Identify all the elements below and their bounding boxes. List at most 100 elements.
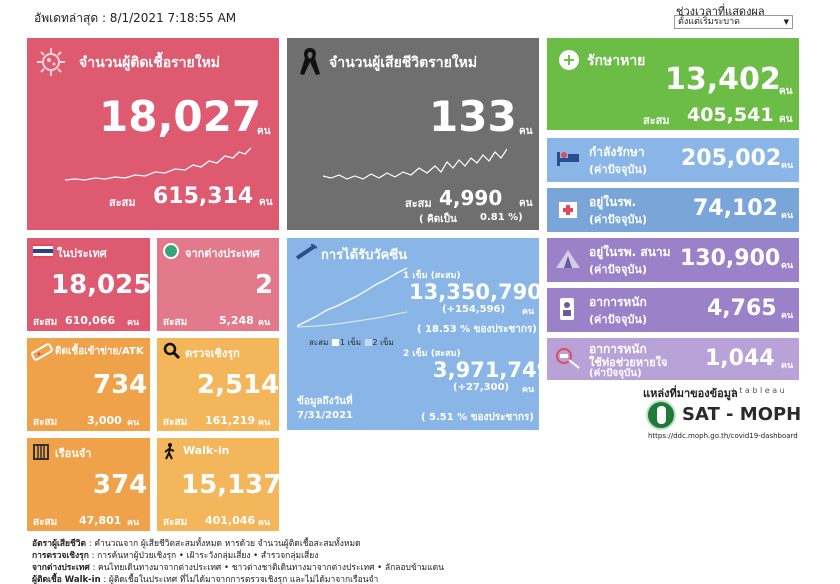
cumulative-label: สะสม (163, 517, 188, 528)
range-select-value: ตั้งแต่เริ่มระบาด (678, 17, 741, 27)
ventilator-title-2: ใช้ท่อช่วยหายใจ (589, 356, 668, 369)
new-deaths-title: จำนวนผู้เสียชีวิตรายใหม่ (329, 55, 478, 71)
abroad-card: จากต่างประเทศ 2 สะสม 5,248 คน (157, 238, 279, 331)
new-deaths-card: จำนวนผู้เสียชีวิตรายใหม่ 133 คน สะสม 4,9… (287, 38, 539, 230)
source-url[interactable]: https://ddc.moph.go.th/covid19-dashboard (648, 432, 798, 440)
severe-value: 4,765 (707, 296, 777, 321)
note-key: อัตราผู้เสียชีวิต (32, 539, 87, 549)
dose1-percent: ( 18.53 % ของประชากร) (417, 324, 537, 335)
unit-label: คน (781, 261, 794, 271)
walkin-card: Walk-in 15,137 สะสม 401,046 คน (157, 438, 279, 531)
ventilator-card: อาการหนัก ใช้ท่อช่วยหายใจ (ค่าปัจจุบัน) … (547, 338, 799, 380)
dose1-value: 13,350,790 (409, 280, 539, 304)
recovered-card: + รักษาหาย 13,402 คน สะสม 405,541 คน (547, 38, 799, 130)
note-text: : คนไทยเดินทางมาจากต่างประเทศ • ชาวต่างช… (89, 563, 444, 573)
proactive-value: 2,514 (197, 370, 279, 400)
legend-dose2: 2 เข็ม (372, 338, 394, 347)
unit-label: คน (258, 318, 271, 328)
new-deaths-cumulative: 4,990 (439, 186, 503, 210)
unit-label: คน (781, 311, 794, 321)
recovered-value: 13,402 (665, 62, 781, 97)
data-date: 7/31/2021 (297, 410, 354, 421)
new-deaths-value: 133 (429, 92, 517, 141)
note-text: : การค้นหาผู้ป่วยเชิงรุก • เฝ้าระวังกลุ่… (88, 551, 319, 561)
unit-label: คน (258, 518, 271, 528)
prison-card: เรือนจำ 374 สะสม 47,801 คน (27, 438, 150, 531)
chevron-down-icon: ▼ (783, 18, 789, 26)
severe-card: อาการหนัก (ค่าปัจจุบัน) 4,765 คน (547, 288, 799, 332)
note-key: การตรวจเชิงรุก (32, 551, 89, 561)
note-text: : ผู้ติดเชื้อในประเทศ ที่ไม่ได้มาจากการต… (100, 575, 379, 584)
cumulative-label: สะสม (643, 114, 670, 127)
prison-value: 374 (93, 470, 148, 500)
abroad-value: 2 (255, 270, 274, 300)
atk-card: ติดเชื้อเข้าข่าย/ATK 734 สะสม 3,000 คน (27, 338, 150, 431)
hospital-title: อยู่ในรพ. (589, 195, 637, 209)
treating-title: กำลังรักษา (589, 145, 645, 159)
severe-title: อาการหนัก (589, 295, 647, 309)
cumulative-label: สะสม (33, 317, 58, 328)
dose1-delta: (+154,596) (442, 304, 506, 315)
legend-dose1: 1 เข็ม (339, 338, 361, 347)
domestic-value: 18,025 (51, 270, 150, 300)
new-cases-title: จำนวนผู้ติดเชื้อรายใหม่ (79, 55, 221, 71)
unit-label: คน (781, 211, 794, 221)
cumulative-label: สะสม (163, 317, 188, 328)
proactive-card: ตรวจเชิงรุก 2,514 สะสม 161,219 คน (157, 338, 279, 431)
new-deaths-sparkline (323, 148, 507, 180)
ventilator-icon (555, 346, 581, 374)
field-hospital-title: อยู่ในรพ. สนาม (589, 245, 671, 259)
hospital-value: 74,102 (693, 196, 778, 221)
abroad-cumulative: 5,248 (219, 314, 254, 327)
abroad-title: จากต่างประเทศ (185, 247, 260, 260)
note-death-rate: อัตราผู้เสียชีวิต : คำนวณจาก ผู้เสียชีวิ… (32, 536, 361, 550)
note-text: : คำนวณจาก ผู้เสียชีวิตสะสมทั้งหมด หารด้… (86, 539, 361, 549)
source-label: แหล่งที่มาของข้อมูล (643, 387, 738, 400)
tent-icon (555, 248, 581, 274)
syringe-icon (295, 243, 318, 264)
treating-value: 205,002 (681, 146, 782, 171)
unit-label: คน (519, 126, 533, 137)
dose2-label: 2 เข็ม (สะสม) (403, 349, 461, 359)
note-walkin: ผู้ติดเชื้อ Walk-in : ผู้ติดเชื้อในประเท… (32, 572, 378, 584)
dose2-delta: (+27,300) (453, 382, 510, 393)
field-hospital-card: อยู่ในรพ. สนาม (ค่าปัจจุบัน) 130,900 คน (547, 238, 799, 282)
prison-bars-icon (33, 444, 49, 464)
atk-value: 734 (93, 370, 148, 400)
moph-logo (646, 400, 676, 430)
new-cases-card: จำนวนผู้ติดเชื้อรายใหม่ 18,027 คน สะสม 6… (27, 38, 279, 230)
ventilator-value: 1,044 (705, 346, 775, 371)
unit-label: คน (127, 418, 140, 428)
note-abroad: จากต่างประเทศ : คนไทยเดินทางมาจากต่างประ… (32, 560, 444, 574)
vaccine-title: การได้รับวัคซีน (321, 248, 408, 263)
ventilator-title: อาการหนัก (589, 342, 647, 356)
vaccine-sparkline (297, 267, 407, 328)
unit-label: คน (259, 197, 273, 208)
dose2-percent: ( 5.51 % ของประชากร) (421, 412, 534, 423)
current-label: (ค่าปัจจุบัน) (589, 163, 647, 176)
legend-swatch-1 (331, 339, 339, 346)
globe-icon (163, 243, 179, 259)
note-key: ผู้ติดเชื้อ Walk-in (32, 575, 101, 584)
new-cases-cumulative: 615,314 (153, 184, 254, 209)
unit-label: คน (522, 307, 535, 317)
cumulative-label: สะสม (33, 417, 58, 428)
cumulative-label: สะสม (163, 417, 188, 428)
new-cases-value: 18,027 (99, 92, 262, 141)
domestic-card: ในประเทศ 18,025 สะสม 610,066 คน (27, 238, 150, 331)
note-proactive: การตรวจเชิงรุก : การค้นหาผู้ป่วยเชิงรุก … (32, 548, 318, 562)
vaccine-legend: สะสม 1 เข็ม 2 เข็ม (309, 336, 394, 349)
dose1-label: 1 เข็ม (สะสม) (403, 271, 461, 281)
legend-swatch-2 (364, 339, 372, 346)
last-updated: อัพเดทล่าสุด : 8/1/2021 7:18:55 AM (34, 11, 237, 25)
recovered-title: รักษาหาย (587, 53, 646, 69)
unit-label: คน (779, 114, 793, 125)
virus-icon (37, 48, 65, 76)
unit-label: คน (779, 86, 793, 97)
walkin-title: Walk-in (183, 444, 230, 457)
atk-title: ติดเชื้อเข้าข่าย/ATK (55, 346, 144, 357)
walking-person-icon (163, 442, 177, 464)
unit-label: คน (781, 361, 794, 371)
domestic-cumulative: 610,066 (65, 314, 116, 327)
range-select[interactable]: ตั้งแต่เริ่มระบาด ▼ (674, 15, 793, 29)
